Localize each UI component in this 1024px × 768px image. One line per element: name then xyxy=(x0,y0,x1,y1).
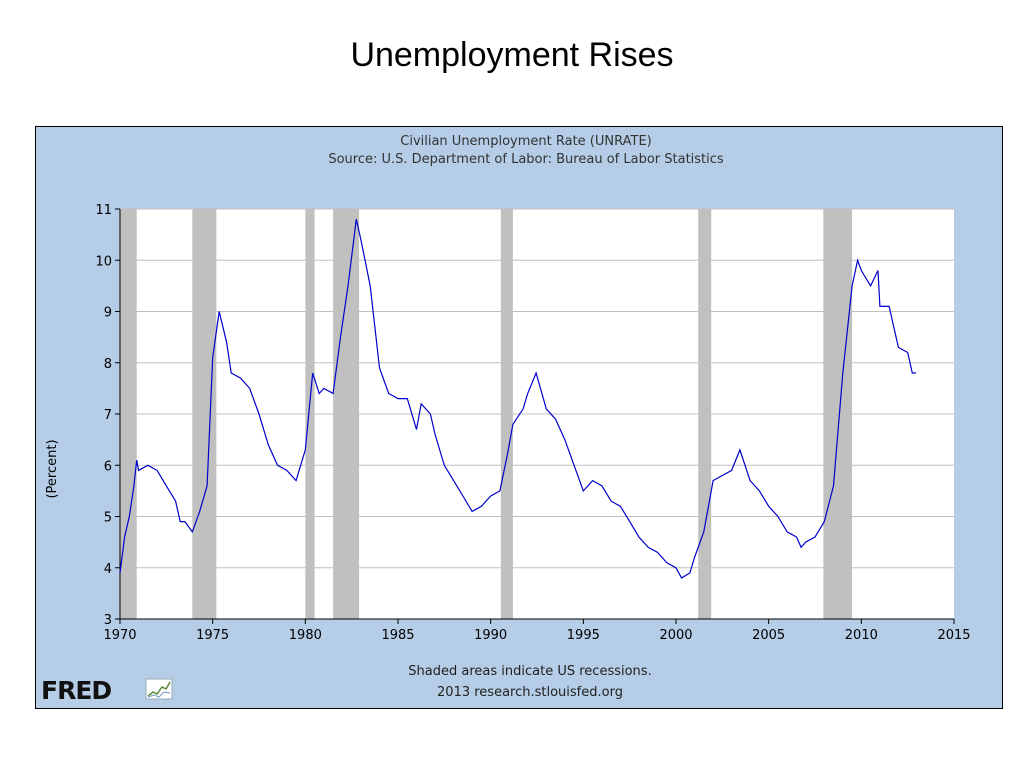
x-tick-label: 1995 xyxy=(567,628,600,643)
y-tick-label: 8 xyxy=(104,357,112,372)
y-axis-label: (Percent) xyxy=(45,439,60,498)
unemployment-rate-line xyxy=(119,219,916,579)
x-tick-label: 2005 xyxy=(752,628,785,643)
x-tick-label: 1970 xyxy=(103,628,136,643)
footnote-source: 2013 research.stlouisfed.org xyxy=(437,685,623,700)
x-tick-label: 1975 xyxy=(196,628,229,643)
axes: 3 4 5 6 7 8 9 10 11 1970 1975 1980 1985 1990 1995 2000 2… xyxy=(95,203,970,643)
unemployment-chart: Civilian Unemployment Rate (UNRATE) Sour… xyxy=(36,127,1002,708)
slide-title: Unemployment Rises xyxy=(350,36,674,74)
y-tick-label: 3 xyxy=(104,613,112,628)
y-tick-label: 4 xyxy=(104,562,112,577)
y-tick-label: 11 xyxy=(95,203,112,218)
fred-logo: FRED xyxy=(41,676,173,705)
y-tick-label: 7 xyxy=(104,408,112,423)
x-tick-label: 1990 xyxy=(474,628,507,643)
y-tick-label: 6 xyxy=(104,459,112,474)
chart-subtitle: Source: U.S. Department of Labor: Bureau… xyxy=(328,152,724,167)
x-tick-label: 2015 xyxy=(937,628,970,643)
fred-logo-text: FRED xyxy=(41,676,111,705)
fred-graph-icon xyxy=(145,678,173,700)
x-tick-label: 1980 xyxy=(289,628,322,643)
y-tick-label: 9 xyxy=(104,306,112,321)
gridlines xyxy=(120,208,954,569)
x-tick-label: 2010 xyxy=(845,628,878,643)
y-tick-label: 10 xyxy=(95,254,112,269)
chart-title: Civilian Unemployment Rate (UNRATE) xyxy=(400,134,651,149)
chart-panel: Civilian Unemployment Rate (UNRATE) Sour… xyxy=(35,126,1003,709)
x-tick-label: 1985 xyxy=(381,628,414,643)
x-tick-label: 2000 xyxy=(659,628,692,643)
y-tick-label: 5 xyxy=(104,511,112,526)
footnote-recessions: Shaded areas indicate US recessions. xyxy=(408,664,651,679)
